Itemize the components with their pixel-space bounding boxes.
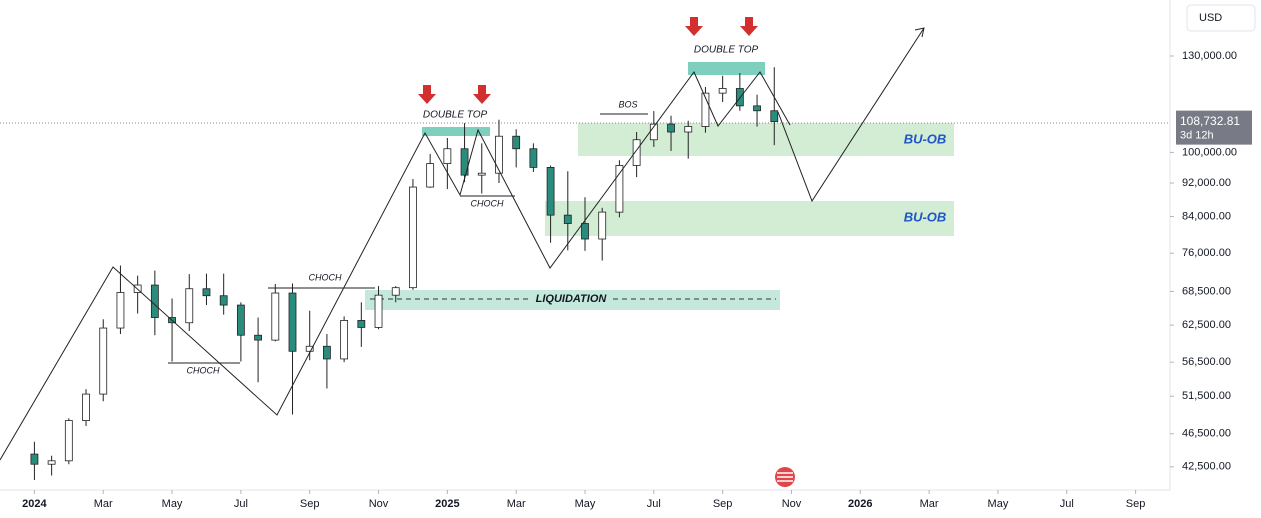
- x-tick-label: Sep: [1126, 498, 1146, 510]
- arrows: [418, 17, 758, 104]
- y-tick-label: 92,000.00: [1182, 177, 1231, 189]
- annotation: BOS: [618, 99, 637, 109]
- double-top-zone: [688, 62, 765, 75]
- candle-body: [30, 453, 39, 465]
- candle-body: [150, 284, 159, 318]
- candle-body: [770, 110, 779, 123]
- down-arrow: [473, 85, 491, 104]
- candle-body: [219, 295, 228, 306]
- y-tick-label: 51,500.00: [1182, 390, 1231, 402]
- candle-body: [323, 345, 331, 360]
- candle-body: [529, 148, 538, 168]
- last-price-label: 108,732.81: [1180, 114, 1240, 128]
- candle-body: [47, 460, 56, 465]
- y-tick-label: 84,000.00: [1182, 210, 1231, 222]
- last-price-box: [1176, 110, 1252, 145]
- currency-button[interactable]: [1186, 4, 1256, 32]
- candle-body: [495, 135, 503, 174]
- annotation: DOUBLE TOP: [423, 110, 488, 121]
- x-tick-label: May: [988, 498, 1009, 510]
- y-tick-label: 56,500.00: [1182, 356, 1231, 368]
- candle-body: [667, 123, 675, 133]
- down-arrow: [740, 17, 758, 36]
- annotation: DOUBLE TOP: [694, 45, 759, 56]
- candle-body: [443, 148, 452, 164]
- x-tick-label: Mar: [920, 498, 939, 510]
- x-tick-label: 2026: [848, 498, 872, 510]
- order-block-zone: [578, 123, 954, 156]
- double-top-zone: [422, 127, 490, 136]
- x-tick-label: Jul: [647, 498, 661, 510]
- candle-body: [357, 320, 366, 328]
- candle-body: [460, 148, 469, 176]
- y-tick-label: 42,500.00: [1182, 461, 1231, 473]
- candle-body: [632, 139, 641, 166]
- annotation-bg: [531, 292, 612, 305]
- candle-body: [598, 211, 607, 240]
- x-tick-label: May: [575, 498, 596, 510]
- candle-body: [546, 166, 555, 216]
- candle-body: [753, 105, 761, 112]
- y-tick-label: 76,000.00: [1182, 247, 1231, 259]
- down-arrow: [685, 17, 703, 36]
- candle-body: [477, 172, 486, 176]
- candle-body: [236, 304, 245, 336]
- candle-body: [116, 292, 125, 329]
- projection-line: [777, 27, 925, 203]
- candle-body: [99, 327, 108, 395]
- candle-body: [64, 420, 73, 462]
- candle-body: [185, 288, 194, 324]
- candle-body: [374, 294, 383, 328]
- x-tick-label: Mar: [507, 498, 526, 510]
- x-tick-label: Jul: [1060, 498, 1074, 510]
- candle-body: [512, 135, 521, 150]
- countdown-label: 3d 12h: [1180, 130, 1214, 142]
- x-tick-label: Jul: [234, 498, 248, 510]
- candle-body: [254, 334, 262, 341]
- x-tick-label: Mar: [94, 498, 113, 510]
- zigzag-line: [0, 71, 791, 461]
- candle-body: [684, 126, 693, 133]
- annotation: CHOCH: [187, 365, 220, 375]
- candle-body: [409, 186, 417, 289]
- event-icon-stripes: [777, 472, 793, 482]
- x-tick-label: Sep: [300, 498, 320, 510]
- y-tick-label: 68,500.00: [1182, 285, 1231, 297]
- candle-body: [82, 393, 90, 421]
- annotation: CHOCH: [309, 272, 342, 282]
- candle-body: [701, 92, 710, 127]
- y-tick-label: 62,500.00: [1182, 319, 1231, 331]
- candle-body: [563, 214, 572, 224]
- y-tick-label: 100,000.00: [1182, 146, 1237, 158]
- x-tick-label: Nov: [782, 498, 802, 510]
- down-arrow: [418, 85, 436, 104]
- candle-body: [615, 165, 624, 213]
- y-tick-label: 130,000.00: [1182, 50, 1237, 62]
- candle-body: [288, 292, 297, 352]
- x-tick-label: Sep: [713, 498, 733, 510]
- currency-label: USD: [1199, 12, 1222, 24]
- annotation: CHOCH: [471, 198, 504, 208]
- candle-body: [271, 292, 280, 341]
- y-tick-label: 46,500.00: [1182, 428, 1231, 440]
- order-block-zone: [545, 201, 954, 236]
- candle-body: [340, 320, 349, 360]
- candle-body: [426, 163, 435, 188]
- candle-body: [391, 287, 400, 296]
- arrow-head: [914, 27, 925, 38]
- candle-body: [718, 88, 727, 94]
- annotation: BU-OB: [904, 209, 947, 224]
- x-tick-label: Nov: [369, 498, 389, 510]
- candles: [30, 67, 779, 481]
- annotation: LIQUIDATION: [536, 293, 608, 305]
- annotation: BU-OB: [904, 131, 947, 146]
- x-tick-label: May: [162, 498, 183, 510]
- x-tick-label: 2025: [435, 498, 459, 510]
- candle-body: [202, 288, 211, 297]
- candle-body: [581, 223, 589, 240]
- candle-body: [305, 345, 314, 352]
- x-tick-label: 2024: [22, 498, 47, 510]
